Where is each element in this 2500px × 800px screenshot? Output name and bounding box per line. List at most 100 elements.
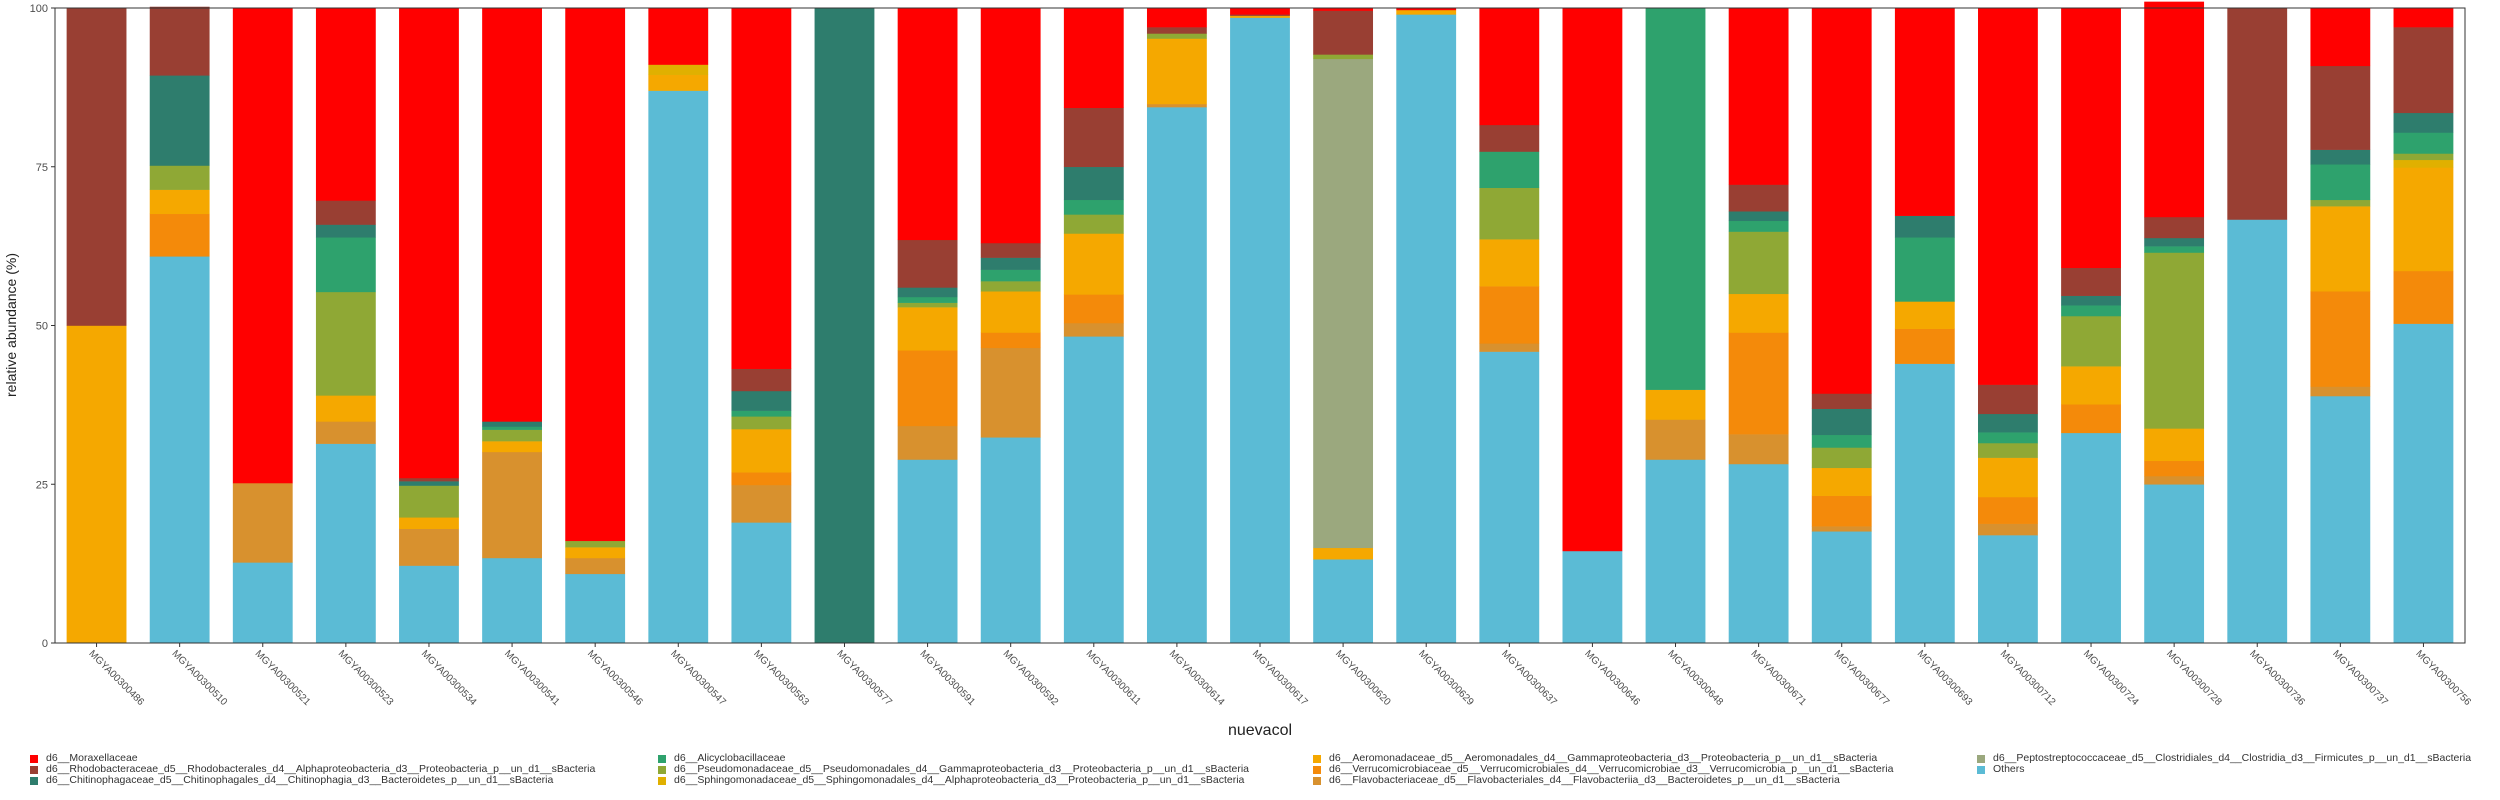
- bar-segment: [731, 368, 792, 392]
- legend-swatch: [658, 765, 666, 774]
- x-tick-label: MGYA00300677: [1832, 648, 1892, 708]
- bar-segment: [1063, 199, 1124, 215]
- bar-segment: [399, 481, 459, 486]
- bar-segment: [731, 429, 792, 473]
- bar-segment: [2310, 65, 2371, 150]
- bar-segment: [897, 350, 958, 427]
- x-tick-label: MGYA00300611: [1084, 648, 1143, 707]
- bar-segment: [980, 8, 1041, 244]
- bar-segment: [1978, 413, 2038, 433]
- bar-segment: [1645, 389, 1706, 420]
- bar-segment: [315, 443, 376, 644]
- bar-segment: [731, 484, 792, 523]
- bar-segment: [2061, 305, 2121, 317]
- bar-segment: [399, 517, 459, 529]
- legend-swatch: [1313, 776, 1321, 785]
- legend-label: Others: [1993, 763, 2025, 775]
- bar-segment: [2144, 428, 2205, 462]
- bar-segment: [482, 429, 542, 442]
- bar-segment: [1894, 328, 1955, 364]
- bar-segment: [482, 426, 542, 430]
- bar-segment: [1978, 496, 2038, 524]
- y-axis: 0 25 50 75 100: [30, 3, 55, 650]
- bar-segment: [980, 242, 1041, 258]
- y-axis-title: relative abundance (%): [3, 253, 19, 397]
- bar-segment: [315, 200, 376, 225]
- bar-segment: [897, 8, 958, 241]
- bar-segment: [149, 256, 210, 644]
- bar-segment: [565, 573, 626, 644]
- bar-segment: [2393, 153, 2454, 161]
- x-tick-label: MGYA00300541: [502, 648, 562, 708]
- bar-segment: [2061, 432, 2121, 644]
- bar-segment: [565, 8, 626, 542]
- bar-segment: [1146, 103, 1207, 108]
- x-axis-title: nuevacol: [1228, 722, 1292, 739]
- x-tick-label: MGYA00300736: [2247, 648, 2307, 708]
- legend-label: d6__Aeromonadaceae_d5__Aeromonadales_d4_…: [1329, 752, 1878, 764]
- legend-column: d6__Aeromonadaceae_d5__Aeromonadales_d4_…: [1313, 753, 1893, 786]
- legend-swatch: [658, 754, 666, 763]
- x-tick-label: MGYA00300712: [1998, 648, 2058, 708]
- legend-label: d6__Alicyclobacillaceae: [674, 752, 786, 764]
- legend-label: d6__Peptostreptococcaceae_d5__Clostridia…: [1993, 752, 2472, 764]
- bar-segment: [149, 189, 210, 215]
- bar-segment: [1063, 233, 1124, 295]
- bar-segment: [399, 477, 459, 482]
- bar-segment: [1811, 447, 1872, 469]
- bar-segment: [1728, 211, 1789, 222]
- bar-segment: [232, 8, 293, 484]
- bar-segment: [2144, 1, 2205, 218]
- bar-segment: [2393, 323, 2454, 644]
- bar-segment: [648, 74, 709, 91]
- bar-segment: [1313, 58, 1374, 549]
- bar-segment: [1479, 351, 1540, 644]
- bar-segment: [731, 390, 792, 411]
- x-tick-label: MGYA00300737: [2330, 648, 2390, 708]
- bar-segment: [315, 8, 376, 201]
- legend-label: d6__Rhodobacteraceae_d5__Rhodobacterales…: [46, 763, 596, 775]
- bar-segment: [315, 421, 376, 444]
- legend-item: d6__Chitinophagaceae_d5__Chitinophagales…: [30, 775, 595, 786]
- legend-item: d6__Sphingomonadaceae_d5__Sphingomonadal…: [658, 775, 1249, 786]
- bar-segment: [1230, 15, 1290, 18]
- bar-segment: [1479, 343, 1540, 352]
- bar-segment: [232, 482, 293, 563]
- legend-item: d6__Peptostreptococcaceae_d5__Clostridia…: [1977, 753, 2471, 764]
- bar-segment: [2393, 159, 2454, 168]
- bar-segment: [2144, 216, 2205, 239]
- bar-segment: [2310, 199, 2371, 207]
- bar-segment: [897, 239, 958, 288]
- legend-label: d6__Moraxellaceae: [46, 752, 138, 764]
- bar-segment: [482, 451, 542, 559]
- bar-segment: [1811, 408, 1872, 436]
- bar-segment: [1728, 231, 1789, 295]
- bar-segment: [1146, 33, 1207, 39]
- bar-segment: [1230, 8, 1290, 15]
- bar-segment: [2310, 395, 2371, 644]
- bar-segment: [2393, 112, 2454, 133]
- bar-segment: [2310, 386, 2371, 397]
- bar-segment: [980, 257, 1041, 270]
- bar-segment: [980, 347, 1041, 438]
- chart-legend: d6__Moraxellaceae d6__Rhodobacteraceae_d5…: [30, 753, 2490, 798]
- bar-segment: [1728, 434, 1789, 465]
- bar-segment: [1146, 8, 1207, 28]
- bar-segment: [980, 291, 1041, 333]
- x-tick-label: MGYA00300592: [1001, 648, 1061, 708]
- bar-segment: [1978, 384, 2038, 415]
- bar-segment: [2310, 8, 2371, 67]
- bar-segment: [1811, 434, 1872, 448]
- bar-segment: [1063, 322, 1124, 337]
- x-tick-label: MGYA00300614: [1167, 648, 1227, 708]
- bar-segment: [2144, 252, 2205, 429]
- legend-swatch: [30, 754, 38, 763]
- bar-segment: [1313, 8, 1374, 11]
- x-tick-label: MGYA00300521: [253, 648, 313, 708]
- bar-segment: [1063, 166, 1124, 201]
- bar-segment: [2061, 404, 2121, 434]
- bar-segment: [897, 287, 958, 298]
- bar-segment: [66, 8, 127, 326]
- bar-segment: [2061, 295, 2121, 306]
